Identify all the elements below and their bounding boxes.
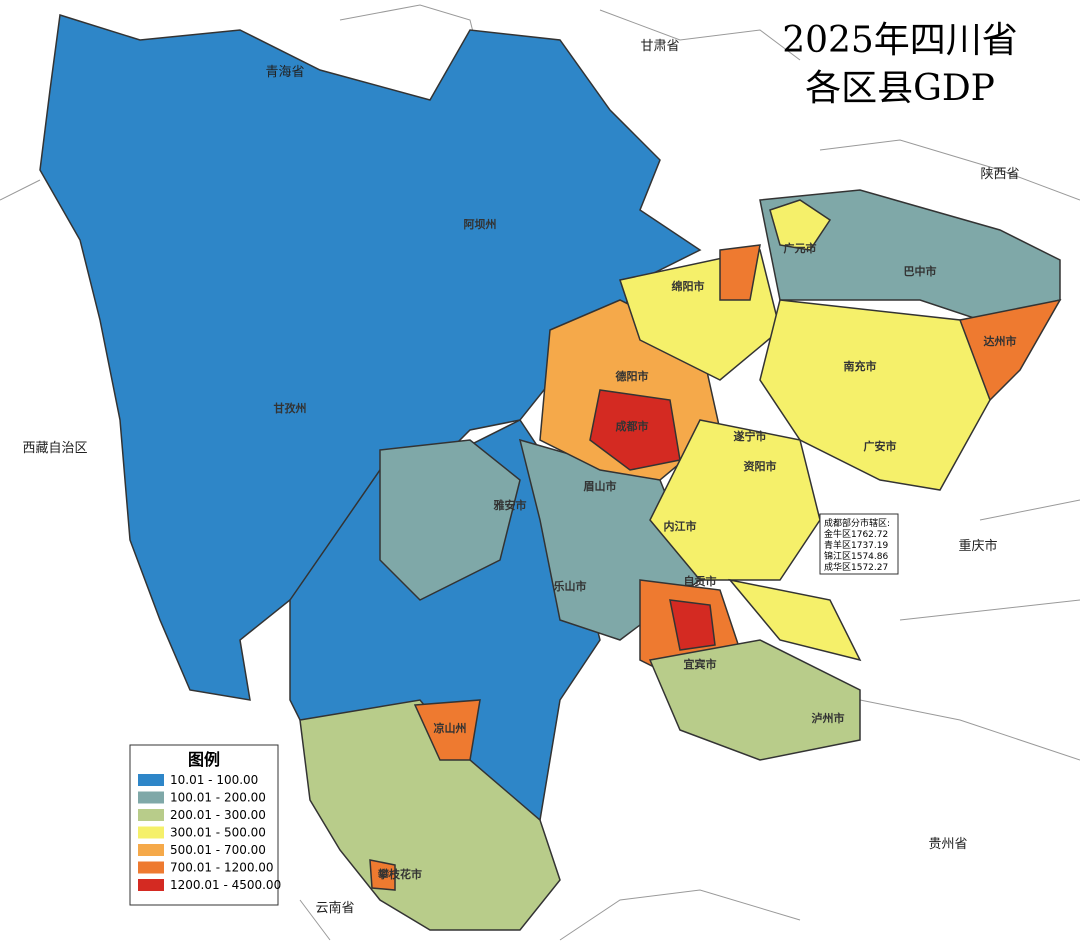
- region: [769, 199, 832, 251]
- prefecture-label: 巴中市: [904, 264, 937, 278]
- legend-items: 10.01 - 100.00 100.01 - 200.00 200.01 - 30…: [138, 773, 281, 892]
- prefecture-label: 广安市: [864, 439, 897, 453]
- region: [669, 599, 716, 651]
- prefecture-label: 眉山市: [584, 479, 617, 493]
- legend-label: 200.01 - 300.00: [170, 808, 266, 822]
- region: [648, 639, 861, 761]
- inset-text: 成都部分市辖区:: [824, 517, 890, 529]
- title: 各区县GDP: [805, 68, 995, 109]
- legend-swatch: [138, 791, 164, 804]
- neighbor-label: 甘肃省: [640, 39, 679, 54]
- prefecture-label: 泸州市: [812, 711, 845, 725]
- neighbor-label: 陕西省: [980, 167, 1019, 182]
- legend-label: 1200.01 - 4500.00: [170, 878, 281, 892]
- legend-label: 100.01 - 200.00: [170, 791, 266, 805]
- region: [728, 578, 862, 662]
- region: [759, 299, 991, 491]
- legend-label: 300.01 - 500.00: [170, 826, 266, 840]
- prefecture-label: 达州市: [984, 334, 1017, 348]
- prefecture-label: 德阳市: [615, 369, 649, 383]
- prefecture-label: 内江市: [664, 519, 697, 533]
- neighbor-label: 西藏自治区: [22, 441, 87, 456]
- inset-box: [819, 513, 899, 575]
- legend-label: 700.01 - 1200.00: [170, 861, 274, 875]
- prefecture-label: 南充市: [844, 359, 877, 373]
- prefecture-label: 雅安市: [494, 498, 527, 512]
- inset-text: 成华区1572.27: [824, 561, 888, 573]
- inset-text: 青羊区1737.19: [824, 539, 888, 551]
- prefecture-label: 广元市: [784, 241, 817, 255]
- region: [39, 14, 702, 701]
- inset-text: 金牛区1762.72: [824, 528, 888, 540]
- inset-text: 锦江区1574.86: [824, 550, 888, 562]
- legend-label: 500.01 - 700.00: [170, 843, 266, 857]
- legend-swatch: [138, 861, 164, 874]
- neighbor-label: 重庆市: [958, 538, 997, 554]
- prefecture-label: 甘孜州: [274, 401, 307, 415]
- region: [649, 419, 821, 581]
- legend-swatch: [138, 774, 164, 786]
- region: [369, 859, 396, 891]
- prefecture-label: 乐山市: [554, 579, 587, 593]
- prefecture-label: 攀枝花市: [377, 867, 422, 881]
- prefecture-label: 遂宁市: [734, 429, 767, 443]
- legend: [129, 744, 279, 906]
- region: [589, 389, 681, 471]
- inset: 成都部分市辖区:金牛区1762.72青羊区1737.19锦江区1574.86成华…: [824, 517, 890, 573]
- neighbor-label: 云南省: [315, 900, 354, 916]
- region: [379, 439, 521, 601]
- neighbor-label: 贵州省: [928, 837, 967, 852]
- region: [413, 699, 481, 761]
- legend-title: 图例: [188, 750, 220, 769]
- legend-swatch: [138, 826, 164, 839]
- region: [719, 244, 761, 301]
- prefecture-label: 绵阳市: [672, 279, 705, 293]
- prefecture-label: 资阳市: [744, 459, 777, 473]
- title: 2025年四川省: [782, 20, 1018, 61]
- legend-swatch: [138, 809, 164, 821]
- prefecture-label: 凉山州: [434, 721, 467, 735]
- prefecture-label: 成都市: [616, 419, 649, 433]
- regions: [39, 14, 1062, 931]
- neighbor-label: 青海省: [265, 65, 304, 80]
- legend-label: 10.01 - 100.00: [170, 773, 258, 787]
- neighbor-borders: [0, 4, 1080, 941]
- legend-swatch: [138, 879, 164, 891]
- prefecture-label: 自贡市: [684, 574, 717, 588]
- legend-swatch: [138, 844, 164, 856]
- prefecture-label: 阿坝州: [464, 217, 497, 231]
- prefecture-label: 宜宾市: [684, 657, 717, 671]
